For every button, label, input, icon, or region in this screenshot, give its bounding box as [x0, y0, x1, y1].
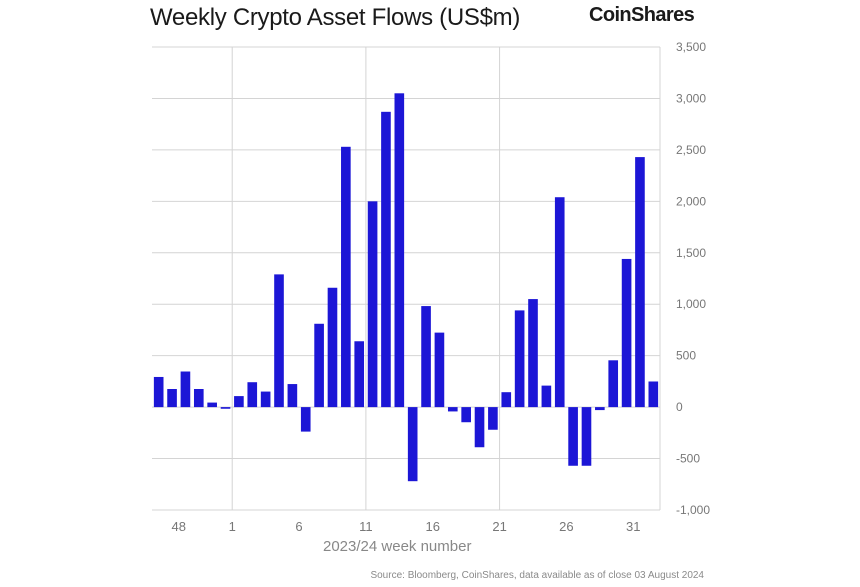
bar-week-27	[595, 407, 605, 411]
bar-week-8	[341, 146, 351, 408]
coinshares-logo: CoinShares	[589, 4, 695, 26]
x-tick-label: 26	[559, 519, 573, 534]
bar-week-50	[207, 402, 217, 408]
bar-week-4	[287, 384, 298, 408]
bar-week-46	[153, 376, 164, 408]
bar-week-31	[648, 381, 659, 408]
bar-week-51	[220, 407, 231, 409]
x-tick-label: 16	[426, 519, 440, 534]
bar-week-6	[314, 323, 324, 408]
y-tick-label: 3,500	[676, 40, 706, 54]
bar-week-16	[447, 407, 458, 412]
y-tick-label: 2,500	[676, 143, 706, 157]
axes: -1,000 -500 0 500 1,000 1,500 2,000 2,500 3,000 3…	[172, 40, 711, 534]
chart-title: Weekly Crypto Asset Flows (US$m)	[150, 4, 521, 31]
bar-week-2	[260, 391, 271, 408]
bar-week-25	[568, 407, 578, 466]
x-axis-title: 2023/24 week number	[323, 538, 472, 555]
x-tick-label: 1	[229, 519, 236, 534]
bar-week-17	[461, 407, 471, 423]
bar-week-11	[381, 111, 391, 408]
x-tick-label: 48	[172, 519, 186, 534]
bar-week-24	[554, 197, 565, 408]
y-tick-label: 2,000	[676, 194, 706, 208]
bar-week-20	[501, 392, 512, 408]
bar-week-15	[434, 332, 445, 408]
y-tick-label: 1,500	[676, 246, 706, 260]
source-note: Source: Bloomberg, CoinShares, data avai…	[370, 570, 704, 581]
bar-week-1	[247, 382, 258, 408]
bar-week-30	[635, 157, 645, 408]
bar-week-21	[514, 310, 525, 408]
bar-week-47	[167, 389, 177, 408]
y-tick-label: 1,000	[676, 297, 706, 311]
y-tick-label: -1,000	[676, 503, 710, 517]
x-tick-label: 6	[295, 519, 302, 534]
bar-week-7	[327, 287, 338, 408]
x-tick-label: 31	[626, 519, 640, 534]
bar-week-5	[300, 407, 311, 432]
grid-lines	[152, 46, 660, 511]
bar-week-23	[541, 385, 552, 408]
bar-week-9	[354, 341, 365, 408]
bar-week-3	[274, 274, 284, 408]
x-tick-label: 11	[359, 519, 373, 534]
y-tick-label: 0	[676, 400, 683, 414]
bar-week-14	[421, 306, 431, 408]
y-tick-label: 500	[676, 349, 696, 363]
y-tick-label: -500	[676, 452, 700, 466]
bar-week-19	[488, 407, 498, 430]
bar-week-13	[407, 407, 418, 482]
bar-week-26	[581, 407, 592, 466]
bar-week-49	[193, 389, 204, 408]
bar-week-29	[621, 258, 632, 408]
bar-week-28	[608, 360, 619, 408]
bar-week-22	[528, 299, 538, 408]
bar-week-52	[234, 396, 244, 408]
bar-week-48	[180, 371, 191, 408]
bar-week-12	[394, 93, 405, 408]
bar-week-18	[474, 407, 485, 448]
x-tick-label: 21	[492, 519, 506, 534]
bar-week-10	[367, 201, 378, 408]
y-tick-label: 3,000	[676, 91, 706, 105]
bar-series	[153, 93, 659, 482]
